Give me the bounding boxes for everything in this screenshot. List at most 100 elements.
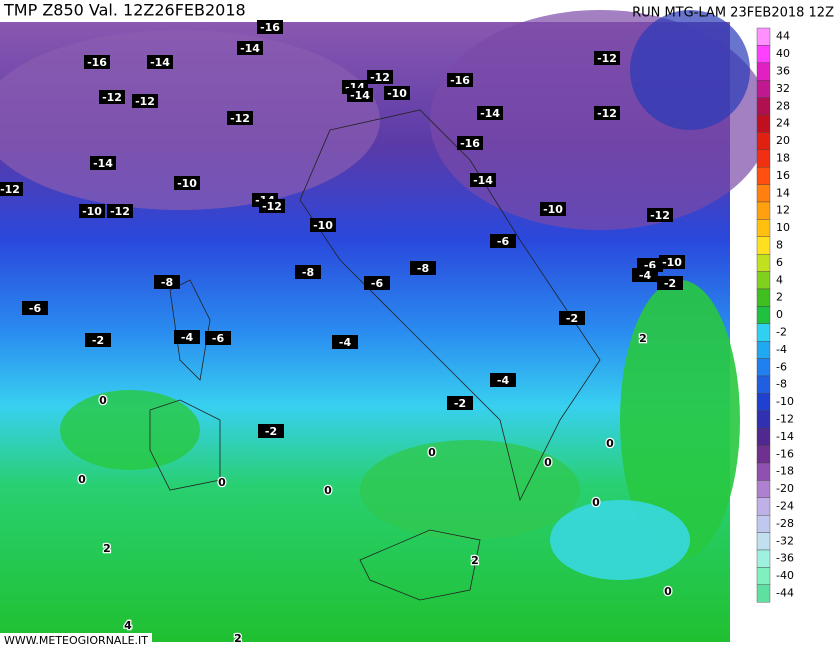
label-box (259, 199, 285, 213)
label-box (107, 204, 133, 218)
colorbar-label: -12 (776, 413, 794, 426)
label-box (540, 202, 566, 216)
label-box (147, 55, 173, 69)
contour-label: -14 (350, 89, 370, 102)
label-box (364, 276, 390, 290)
cold-area (630, 10, 750, 130)
contour-label: -10 (177, 177, 197, 190)
colorbar-box (756, 445, 771, 464)
colorbar-label: 40 (776, 47, 790, 60)
colorbar-box (756, 549, 771, 568)
colorbar-box (756, 410, 771, 429)
colorbar-label: 2 (776, 291, 783, 304)
colorbar-box (756, 201, 771, 220)
colorbar-box (756, 45, 771, 64)
contour-label: -8 (161, 276, 173, 289)
colorbar-box (756, 462, 771, 481)
label-box (447, 73, 473, 87)
cool-area (550, 500, 690, 580)
contour-label: -2 (92, 334, 104, 347)
contour-label: -4 (339, 336, 352, 349)
label-box (657, 276, 683, 290)
watermark: WWW.METEOGIORNALE.IT (4, 634, 148, 647)
colorbar-label: 14 (776, 186, 790, 199)
contour-label: -16 (460, 137, 480, 150)
colorbar-box (756, 114, 771, 133)
label-box (559, 311, 585, 325)
colorbar-label: -20 (776, 482, 794, 495)
colorbar-label: -4 (776, 343, 787, 356)
contour-label: -12 (597, 107, 617, 120)
contour-label: -14 (473, 174, 493, 187)
colorbar-box (756, 288, 771, 307)
contour-label: 0 (218, 476, 226, 489)
colorbar-box (756, 236, 771, 255)
label-box (258, 424, 284, 438)
contour-label: -12 (262, 200, 282, 213)
watermark-box (0, 633, 152, 648)
contour-label: -14 (480, 107, 500, 120)
contour-label: -12 (135, 95, 155, 108)
contour-label: -4 (181, 331, 194, 344)
colorbar-box (756, 323, 771, 342)
contour-label: -2 (664, 277, 676, 290)
contour-label: -8 (302, 266, 314, 279)
contour-label: 0 (592, 496, 600, 509)
contour-label: -12 (0, 183, 20, 196)
colorbar-box (756, 306, 771, 324)
colorbar-label: 10 (776, 221, 790, 234)
colorbar-label: 24 (776, 117, 790, 130)
colorbar-box (756, 428, 771, 446)
label-box (132, 94, 158, 108)
label-box (490, 234, 516, 248)
contour-label: 0 (664, 585, 672, 598)
contour-label: -12 (597, 52, 617, 65)
contour-label: 2 (639, 332, 647, 345)
label-box (310, 218, 336, 232)
colorbar-label: 0 (776, 308, 783, 321)
colorbar-label: -36 (776, 552, 794, 565)
contour-label: -12 (370, 71, 390, 84)
colorbar-box (756, 166, 771, 185)
colorbar-label: 44 (776, 30, 790, 43)
label-box (22, 301, 48, 315)
colorbar-box (756, 515, 771, 533)
contour-label: 4 (124, 619, 132, 632)
colorbar-label: -24 (776, 500, 794, 513)
contour-label: 0 (544, 456, 552, 469)
contour-label: -6 (29, 302, 42, 315)
colorbar-box (756, 532, 771, 551)
label-box (477, 106, 503, 120)
label-box (79, 204, 105, 218)
colorbar-box (756, 375, 771, 394)
colorbar-label: -8 (776, 378, 787, 391)
colorbar-box (756, 184, 771, 203)
colorbar-label: -14 (776, 430, 794, 443)
warm-area (60, 390, 200, 470)
contour-label: -10 (387, 87, 407, 100)
label-box (594, 51, 620, 65)
contour-label: 0 (428, 446, 436, 459)
label-box (205, 331, 231, 345)
colorbar-label: 6 (776, 256, 783, 269)
colorbar-box (756, 271, 771, 290)
island-outline (149, 279, 481, 601)
colorbar-box (756, 62, 771, 81)
colorbar-box (756, 341, 771, 359)
colorbar-box (756, 480, 771, 498)
label-box (384, 86, 410, 100)
label-box (227, 111, 253, 125)
colorbar-box (756, 219, 771, 237)
contour-label: -2 (566, 312, 578, 325)
contour-label: -10 (313, 219, 333, 232)
contour-label: -10 (662, 256, 682, 269)
colorbar-label: -2 (776, 326, 787, 339)
colorbar-box (756, 79, 771, 98)
contour-label: 0 (78, 473, 86, 486)
contour-label: 2 (234, 632, 242, 645)
contour-label: -2 (454, 397, 466, 410)
contour-label: 0 (324, 484, 332, 497)
colorbar-box (756, 567, 771, 586)
colorbar-label: 28 (776, 99, 790, 112)
